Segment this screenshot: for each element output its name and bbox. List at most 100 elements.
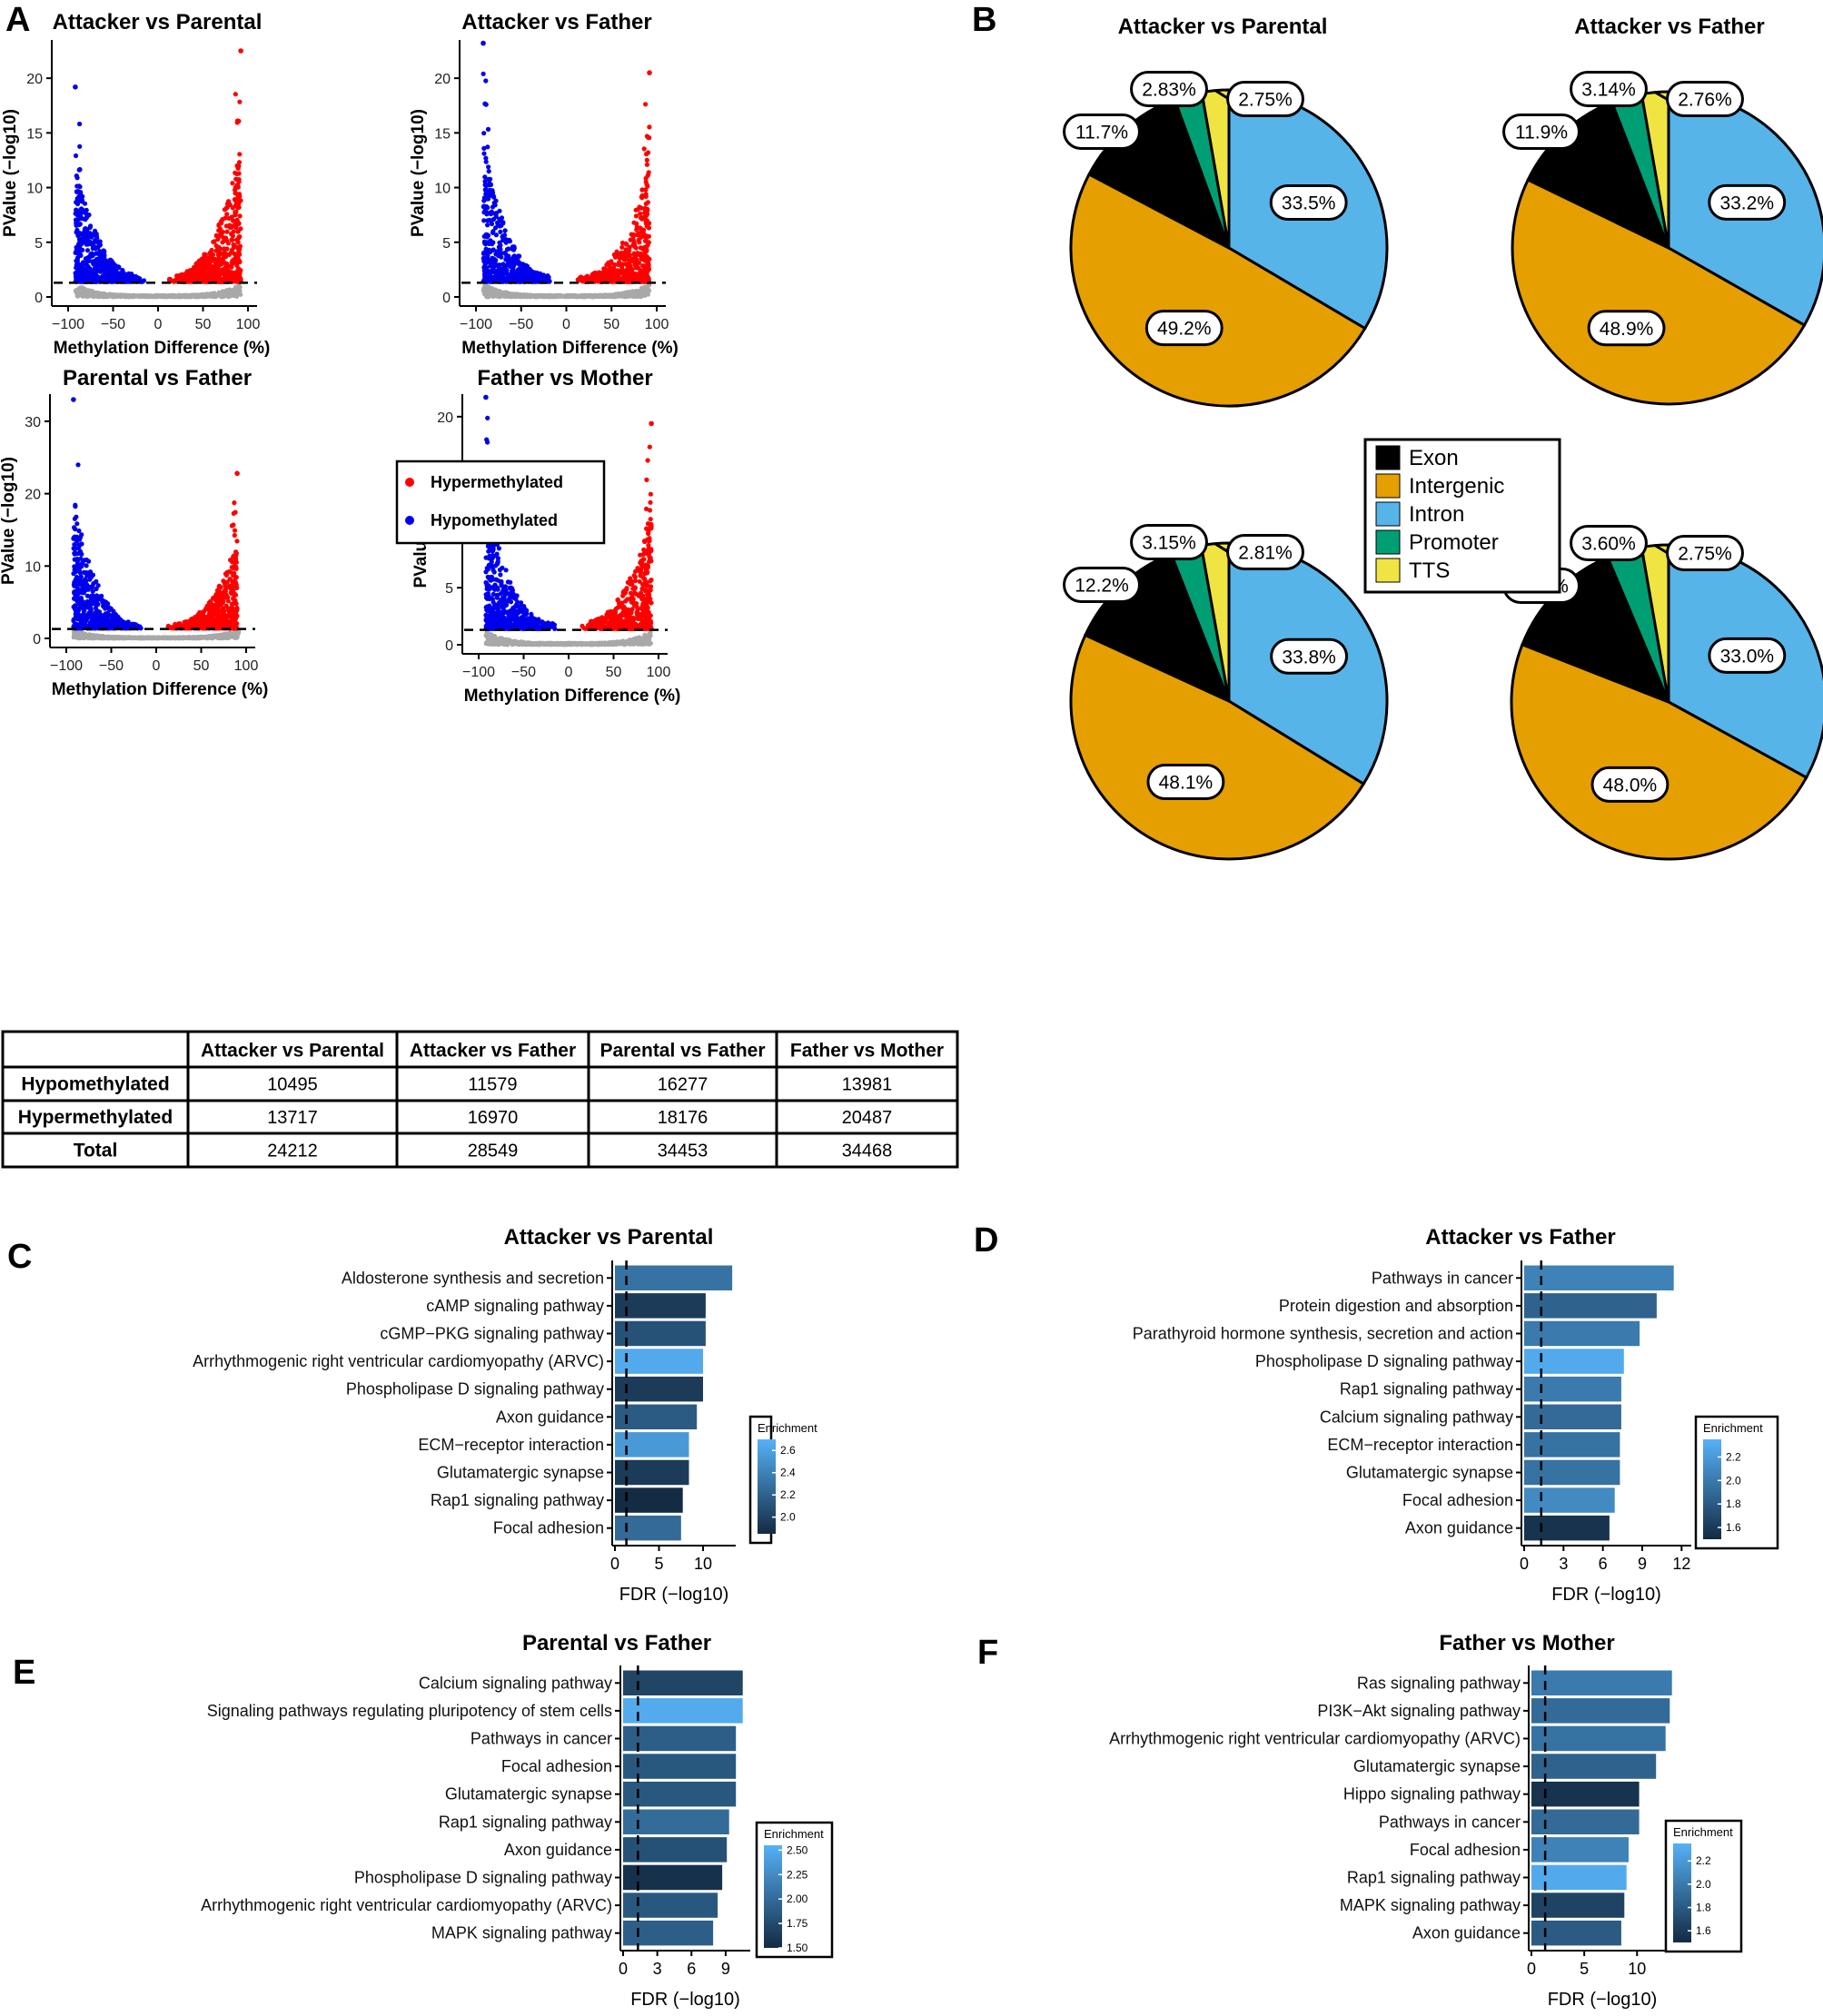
- point-hypomethylated: [74, 175, 80, 181]
- point-hypermethylated: [641, 146, 647, 152]
- point-hypermethylated: [628, 263, 633, 269]
- point-nonsig: [163, 293, 168, 298]
- point-hypermethylated: [214, 259, 220, 264]
- y-tick-label: 15: [434, 126, 451, 142]
- point-hypomethylated: [74, 535, 79, 540]
- point-hypomethylated: [93, 626, 98, 631]
- point-hypomethylated: [481, 268, 487, 273]
- y-tick-label: 20: [26, 72, 43, 87]
- volcano-title: Attacker vs Father: [461, 10, 651, 35]
- point-hypermethylated: [644, 157, 649, 163]
- point-nonsig: [180, 636, 185, 641]
- point-hypermethylated: [619, 240, 626, 246]
- point-hypermethylated: [613, 271, 619, 277]
- point-hypermethylated: [646, 172, 651, 177]
- y-tick-label: 0: [35, 291, 43, 306]
- point-hypomethylated: [94, 232, 99, 237]
- point-nonsig: [171, 293, 176, 299]
- point-hypomethylated: [96, 615, 103, 620]
- point-hypermethylated: [634, 265, 640, 271]
- point-hypomethylated: [481, 250, 487, 255]
- point-nonsig: [210, 291, 215, 296]
- point-hypermethylated: [646, 263, 651, 269]
- point-hypomethylated: [484, 210, 490, 215]
- point-hypermethylated: [638, 226, 644, 232]
- point-hypomethylated: [91, 581, 96, 587]
- point-hypermethylated: [234, 120, 240, 125]
- point-hypomethylated: [485, 190, 491, 195]
- point-nonsig: [134, 293, 140, 299]
- point-nonsig: [640, 287, 645, 292]
- point-hypermethylated: [236, 221, 242, 226]
- point-nonsig: [613, 294, 619, 300]
- point-hypermethylated: [237, 152, 243, 157]
- point-hypermethylated: [216, 228, 222, 233]
- point-hypomethylated: [88, 223, 94, 229]
- point-hypomethylated: [481, 131, 487, 136]
- point-hypomethylated: [134, 623, 140, 628]
- point-nonsig: [602, 292, 608, 298]
- point-hypomethylated: [481, 71, 486, 76]
- point-hypermethylated: [632, 254, 639, 261]
- point-hypomethylated: [72, 596, 77, 601]
- point-nonsig: [227, 630, 233, 636]
- point-nonsig: [186, 635, 192, 640]
- point-hypomethylated: [88, 253, 94, 259]
- point-hypermethylated: [634, 221, 639, 226]
- point-hypermethylated: [235, 165, 241, 171]
- point-nonsig: [213, 292, 219, 298]
- point-hypermethylated: [237, 271, 243, 276]
- panel-label-b: B: [972, 1, 996, 39]
- point-hypomethylated: [482, 174, 488, 180]
- x-tick-label: −100: [460, 317, 492, 332]
- point-hypomethylated: [87, 569, 93, 575]
- point-nonsig: [227, 288, 233, 292]
- point-hypomethylated: [108, 278, 114, 284]
- point-hypermethylated: [209, 270, 214, 275]
- point-nonsig: [624, 292, 629, 297]
- point-nonsig: [644, 292, 649, 296]
- point-nonsig: [213, 633, 218, 638]
- point-hypomethylated: [485, 144, 490, 150]
- point-nonsig: [111, 635, 116, 640]
- point-hypermethylated: [647, 124, 652, 130]
- point-nonsig: [234, 286, 239, 292]
- point-nonsig: [636, 292, 640, 298]
- point-hypomethylated: [483, 155, 489, 161]
- point-hypomethylated: [485, 218, 490, 223]
- point-hypermethylated: [623, 252, 629, 258]
- point-hypermethylated: [235, 254, 241, 260]
- point-hypomethylated: [499, 222, 504, 228]
- point-hypermethylated: [234, 237, 240, 242]
- point-hypomethylated: [74, 258, 79, 263]
- point-hypermethylated: [627, 248, 632, 253]
- point-hypomethylated: [87, 266, 93, 272]
- point-hypomethylated: [74, 196, 80, 202]
- point-hypermethylated: [205, 266, 211, 272]
- point-hypomethylated: [81, 208, 86, 213]
- point-nonsig: [640, 293, 646, 299]
- point-hypomethylated: [116, 265, 122, 271]
- point-nonsig: [117, 292, 123, 298]
- point-hypermethylated: [234, 171, 240, 177]
- point-hypomethylated: [90, 588, 95, 594]
- point-hypomethylated: [84, 618, 89, 624]
- point-nonsig: [105, 636, 111, 641]
- point-nonsig: [189, 294, 193, 300]
- point-hypermethylated: [627, 258, 632, 263]
- point-hypermethylated: [226, 199, 232, 204]
- point-hypomethylated: [72, 590, 77, 596]
- point-nonsig: [517, 294, 522, 300]
- point-hypomethylated: [74, 207, 79, 212]
- point-hypermethylated: [235, 246, 242, 252]
- point-hypermethylated: [646, 233, 652, 239]
- point-hypomethylated: [94, 256, 100, 262]
- point-nonsig: [237, 284, 243, 290]
- point-nonsig: [636, 289, 641, 293]
- point-hypomethylated: [482, 179, 488, 184]
- point-hypomethylated: [486, 169, 491, 174]
- point-nonsig: [500, 290, 506, 295]
- point-nonsig: [160, 635, 165, 640]
- point-hypermethylated: [233, 270, 238, 275]
- point-hypomethylated: [109, 265, 114, 271]
